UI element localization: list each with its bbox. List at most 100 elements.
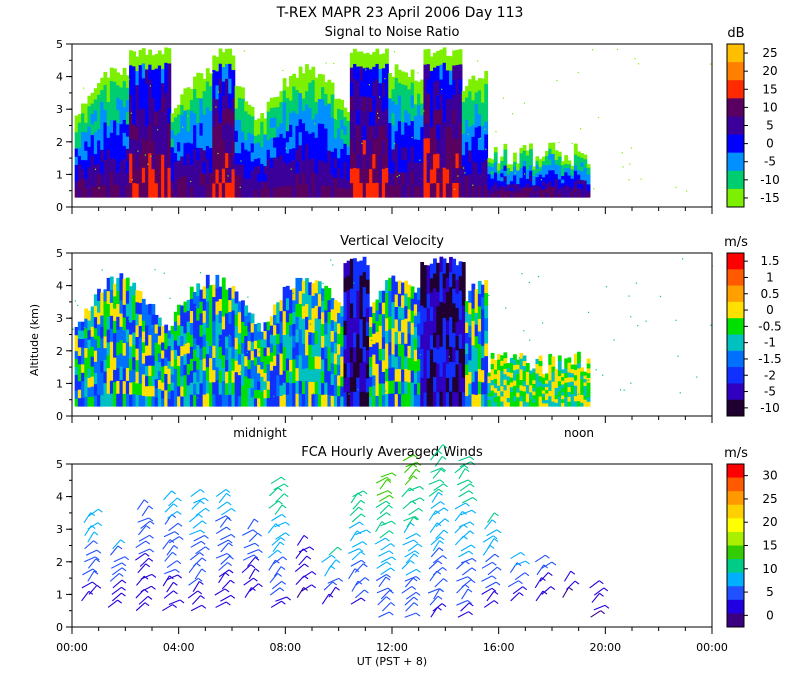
heatmap-cell (250, 341, 255, 352)
heatmap-cell (132, 153, 137, 169)
wind-barb (139, 557, 150, 567)
heatmap-cell (433, 302, 437, 318)
heatmap-cell (564, 367, 569, 374)
heatmap-cell (103, 109, 108, 123)
heatmap-cell (349, 303, 354, 319)
heatmap-cell (77, 155, 82, 165)
heatmap-cell (477, 78, 482, 91)
heatmap-cell (436, 291, 441, 307)
wind-barb-flag (415, 612, 421, 617)
heatmap-cell (167, 353, 172, 362)
heatmap-cell (135, 325, 140, 338)
heatmap-cell (263, 347, 268, 357)
heatmap-cell (423, 307, 428, 322)
heatmap-cell (465, 364, 469, 376)
heatmap-cell (516, 396, 521, 402)
heatmap-cell (215, 379, 220, 394)
heatmap-speckle (195, 306, 197, 308)
heatmap-cell (458, 391, 463, 407)
heatmap-cell (449, 376, 453, 392)
heatmap-cell (324, 382, 329, 395)
heatmap-cell (151, 396, 156, 407)
wind-barb-flag (304, 563, 309, 568)
heatmap-cell (276, 333, 281, 345)
heatmap-cell (215, 183, 220, 198)
heatmap-cell (177, 365, 181, 377)
heatmap-cell (426, 321, 431, 337)
heatmap-cell (567, 164, 572, 169)
heatmap-cell (545, 389, 549, 394)
heatmap-cell (465, 311, 469, 323)
heatmap-cell (497, 176, 501, 181)
heatmap-cell (193, 161, 197, 174)
heatmap-cell (317, 73, 322, 87)
heatmap-cell (487, 193, 492, 198)
heatmap-cell (189, 164, 194, 176)
heatmap-cell (417, 394, 421, 407)
heatmap-cell (161, 154, 165, 170)
heatmap-cell (356, 377, 361, 393)
heatmap-speckle (332, 264, 334, 266)
heatmap-cell (90, 396, 95, 407)
heatmap-cell (461, 262, 466, 277)
heatmap-cell (298, 367, 303, 381)
heatmap-cell (436, 182, 441, 198)
wind-barb-flag (97, 522, 103, 527)
heatmap-cell (570, 397, 575, 403)
colorbar-segment (727, 80, 744, 99)
heatmap-cell (490, 170, 495, 175)
wind-barb (435, 529, 445, 540)
heatmap-speckle (197, 397, 199, 399)
heatmap-speckle (393, 51, 396, 53)
heatmap-cell (522, 370, 527, 377)
heatmap-cell (202, 394, 207, 407)
heatmap-cell (106, 380, 111, 394)
colorbar-tick-label: 1 (766, 270, 774, 284)
heatmap-speckle (637, 325, 639, 327)
heatmap-cell (157, 79, 162, 95)
wind-barb (109, 573, 120, 582)
heatmap-cell (119, 286, 124, 301)
heatmap-cell (564, 387, 569, 393)
heatmap-cell (109, 380, 114, 394)
heatmap-cell (231, 286, 236, 299)
heatmap-cell (311, 369, 316, 382)
heatmap-cell (580, 390, 585, 395)
heatmap-cell (343, 363, 348, 378)
heatmap-cell (109, 145, 114, 159)
heatmap-cell (381, 394, 386, 407)
heatmap-cell (465, 119, 469, 131)
heatmap-cell (253, 397, 258, 407)
heatmap-cell (321, 86, 325, 100)
wind-barb (514, 572, 526, 581)
heatmap-cell (237, 301, 242, 313)
heatmap-cell (337, 322, 341, 334)
heatmap-cell (570, 389, 575, 395)
heatmap-cell (241, 385, 245, 397)
heatmap-cell (292, 184, 297, 198)
heatmap-cell (113, 158, 117, 172)
wind-barb (380, 543, 392, 551)
heatmap-cell (509, 377, 514, 383)
heatmap-cell (202, 370, 207, 383)
wind-barb (458, 490, 470, 498)
heatmap-cell (455, 335, 460, 351)
heatmap-cell (74, 180, 79, 190)
wind-barb (163, 590, 174, 599)
heatmap-cell (529, 395, 533, 400)
heatmap-speckle (384, 78, 386, 80)
heatmap-cell (481, 90, 485, 103)
heatmap-cell (417, 323, 421, 336)
heatmap-cell (215, 113, 220, 128)
heatmap-cell (237, 353, 242, 365)
heatmap-cell (311, 295, 316, 309)
heatmap-speckle (521, 273, 523, 275)
heatmap-cell (586, 382, 591, 388)
heatmap-cell (490, 352, 495, 359)
heatmap-cell (362, 271, 367, 288)
wind-barb-flag (253, 554, 259, 559)
heatmap-cell (391, 173, 396, 186)
heatmap-cell (385, 305, 389, 319)
heatmap-cell (349, 52, 354, 68)
